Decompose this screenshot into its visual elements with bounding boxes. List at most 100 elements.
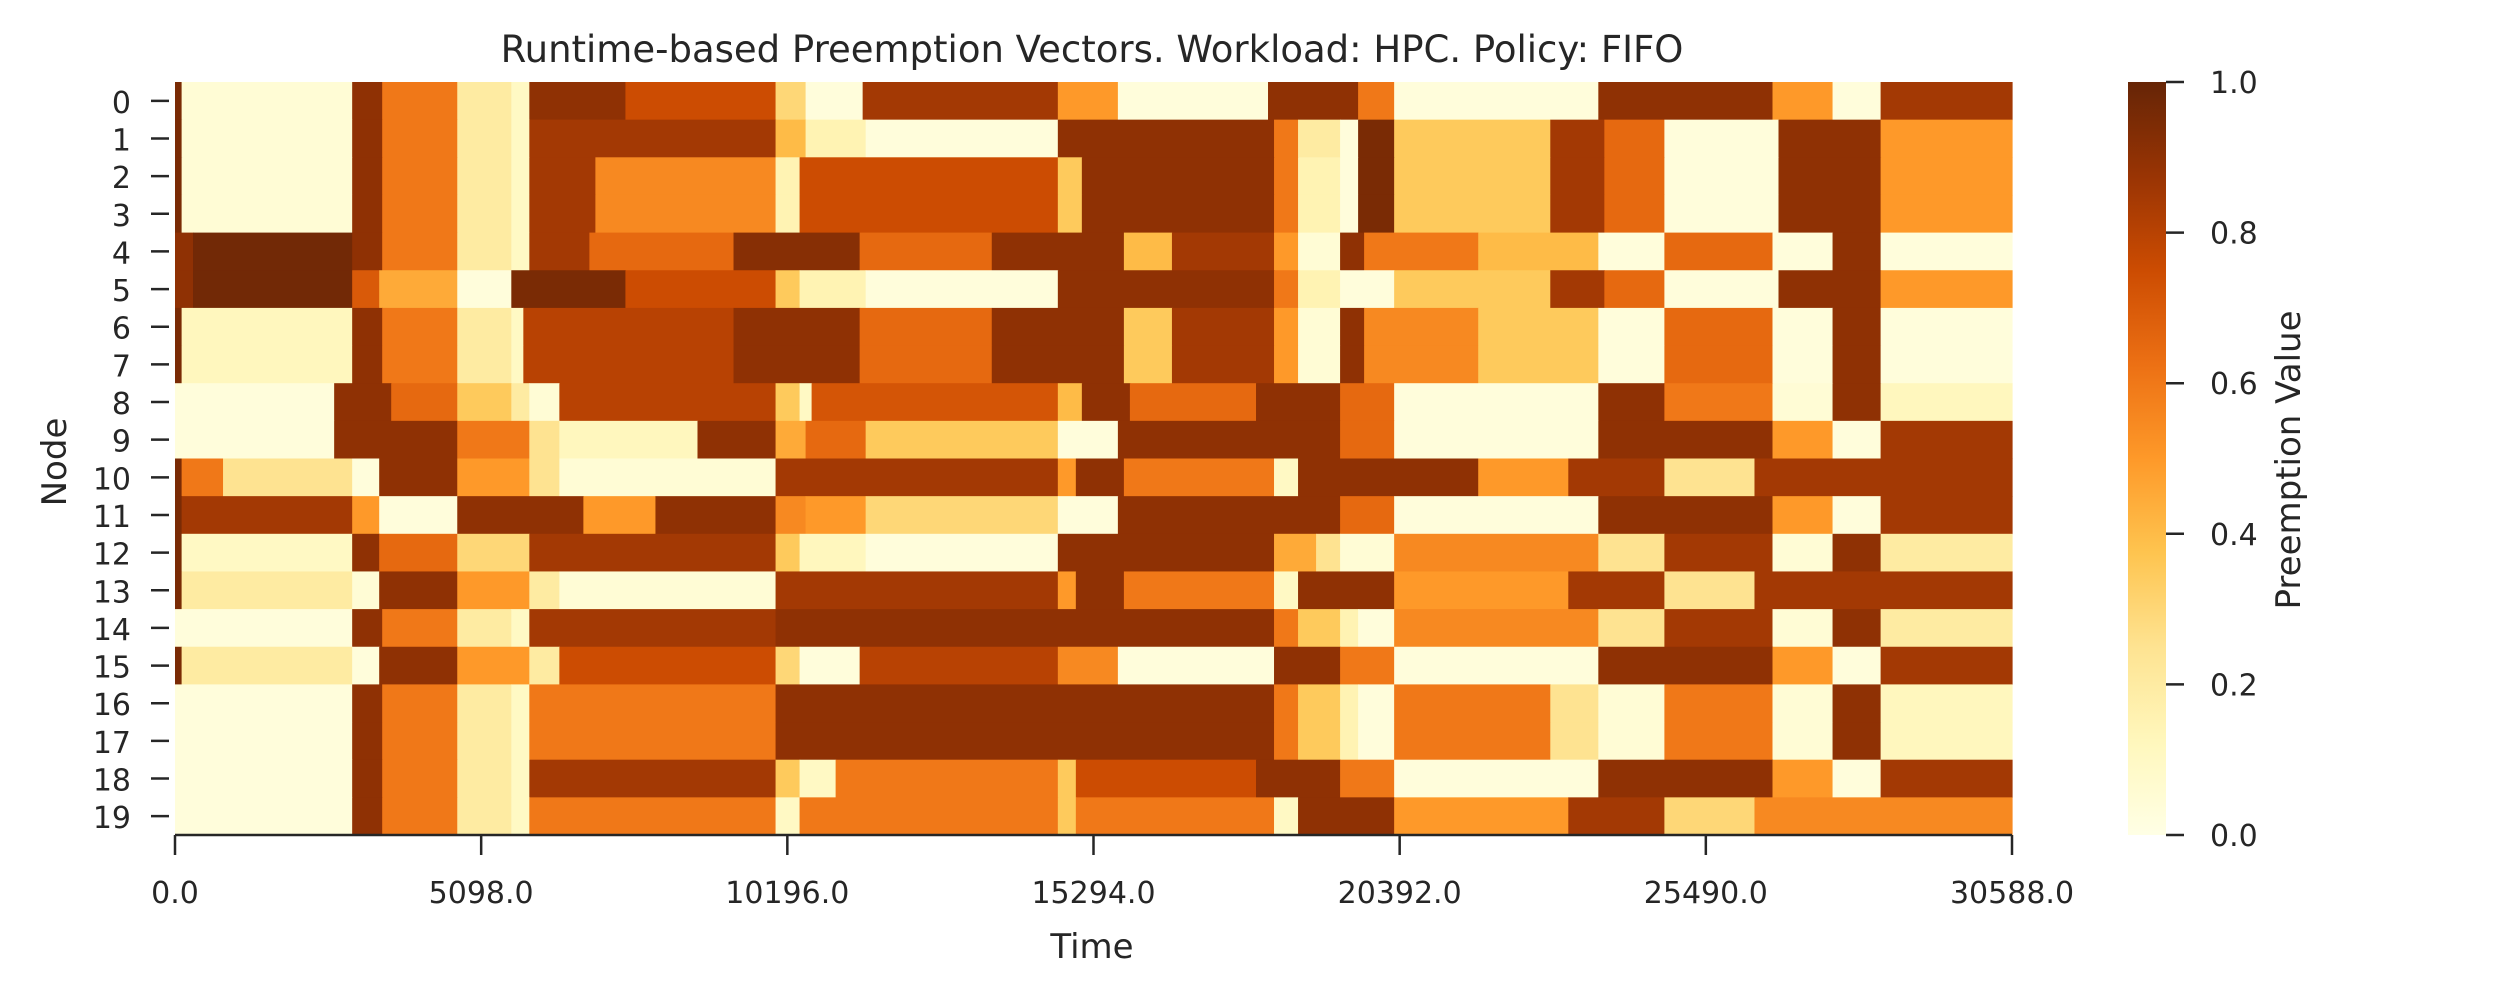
heatmap-cell	[583, 496, 657, 535]
heatmap-cell	[382, 345, 458, 384]
heatmap-cell	[352, 307, 383, 347]
heatmap-cell	[379, 458, 458, 497]
heatmap-cell	[1832, 759, 1882, 798]
heatmap-cell	[379, 646, 458, 685]
heatmap-cell	[1772, 722, 1834, 761]
heatmap-cell	[1754, 571, 2013, 610]
heatmap-cell	[1075, 797, 1275, 836]
heatmap-cell	[193, 232, 353, 271]
heatmap-cell	[382, 307, 458, 347]
heatmap-cell	[1117, 646, 1275, 685]
heatmap-cell	[1880, 307, 2013, 347]
heatmap-cell	[511, 82, 530, 121]
heatmap-cell	[1394, 157, 1551, 196]
heatmap-cell	[1394, 646, 1599, 685]
x-axis-label: Time	[1049, 927, 1133, 967]
heatmap-cell	[1754, 797, 2013, 836]
heatmap-cell	[1880, 345, 2013, 384]
heatmap-cell	[775, 797, 801, 836]
heatmap-cell	[1880, 82, 2013, 121]
colorbar-tick-label: 1.0	[2210, 66, 2258, 101]
heatmap-cell	[1274, 157, 1299, 196]
heatmap-cell	[1364, 232, 1479, 271]
heatmap-cell	[181, 345, 353, 384]
heatmap-cell	[775, 420, 807, 460]
heatmap-cell	[175, 82, 183, 121]
heatmap-cell	[1394, 119, 1551, 158]
heatmap-cell	[511, 609, 530, 648]
y-tick-label: 9	[112, 425, 131, 460]
heatmap-cell	[1664, 722, 1774, 761]
heatmap-cell	[457, 797, 512, 836]
x-axis: 0.0 5098.0 10196.0 15294.0 20392.0 25490.0 305…	[151, 833, 2074, 911]
heatmap-cell	[511, 684, 530, 723]
heatmap-cell	[775, 609, 1275, 648]
heatmap-cell	[775, 759, 801, 798]
heatmap-cell	[1340, 383, 1395, 422]
heatmap-cell	[175, 722, 353, 761]
heatmap-cell	[1772, 496, 1834, 535]
heatmap-cell	[382, 684, 458, 723]
heatmap-cell	[457, 646, 530, 685]
heatmap-cell	[1772, 646, 1834, 685]
heatmap-cell	[457, 759, 512, 798]
heatmap-cell	[1256, 759, 1341, 798]
heatmap-cell	[1778, 270, 1882, 309]
heatmap-cell	[382, 119, 458, 158]
heatmap-cell	[352, 345, 383, 384]
heatmap-cell	[334, 420, 458, 460]
x-tick-label: 25490.0	[1644, 876, 1768, 911]
heatmap-cell	[1358, 722, 1395, 761]
heatmap-cell	[1832, 496, 1882, 535]
heatmap-cell	[1664, 797, 1756, 836]
heatmap-cell	[799, 533, 867, 573]
heatmap-cell	[1604, 194, 1665, 234]
x-tick-label: 10196.0	[725, 876, 849, 911]
heatmap-cell	[1057, 119, 1275, 158]
heatmap-cell	[859, 307, 993, 347]
heatmap-cell	[1274, 571, 1299, 610]
heatmap-cell	[1394, 420, 1599, 460]
heatmap-cell	[382, 609, 458, 648]
heatmap-cell	[511, 157, 530, 196]
heatmap-cell	[457, 496, 584, 535]
heatmap-cell	[1880, 383, 2013, 422]
heatmap-cell	[1778, 194, 1882, 234]
heatmap-cell	[175, 496, 183, 535]
colorbar-tick-label: 0.4	[2210, 518, 2258, 553]
heatmap-cell	[181, 571, 353, 610]
heatmap-cell	[1081, 383, 1131, 422]
heatmap-cell	[1057, 270, 1275, 309]
heatmap-cell	[799, 194, 1059, 234]
heatmap-cell	[352, 571, 380, 610]
heatmap-cell	[175, 194, 183, 234]
heatmap-cell	[1880, 270, 2013, 309]
heatmap-cell	[1880, 684, 2013, 723]
heatmap-cell	[1057, 496, 1119, 535]
heatmap-cell	[529, 646, 560, 685]
heatmap-cell	[1298, 609, 1341, 648]
heatmap-cell	[1340, 232, 1365, 271]
heatmap-cell	[799, 797, 1059, 836]
heatmap-cell	[511, 722, 530, 761]
heatmap-cell	[352, 759, 383, 798]
heatmap-cell	[1358, 157, 1395, 196]
heatmap-cell	[1664, 232, 1774, 271]
heatmap-cell	[1057, 157, 1083, 196]
y-tick-label: 2	[112, 161, 131, 196]
heatmap-cell	[1832, 420, 1882, 460]
heatmap-cell	[1274, 533, 1317, 573]
heatmap-cell	[775, 119, 807, 158]
heatmap-cell	[181, 533, 353, 573]
y-tick-label: 0	[112, 86, 131, 121]
heatmap-cell	[1832, 232, 1882, 271]
heatmap-cell	[181, 307, 353, 347]
heatmap-cell	[1832, 684, 1882, 723]
heatmap-cell	[1772, 759, 1834, 798]
heatmap-cell	[1832, 307, 1882, 347]
heatmap-cell	[181, 157, 353, 196]
heatmap-cell	[1057, 797, 1077, 836]
heatmap-cell	[352, 232, 383, 271]
heatmap-cell	[1394, 759, 1599, 798]
